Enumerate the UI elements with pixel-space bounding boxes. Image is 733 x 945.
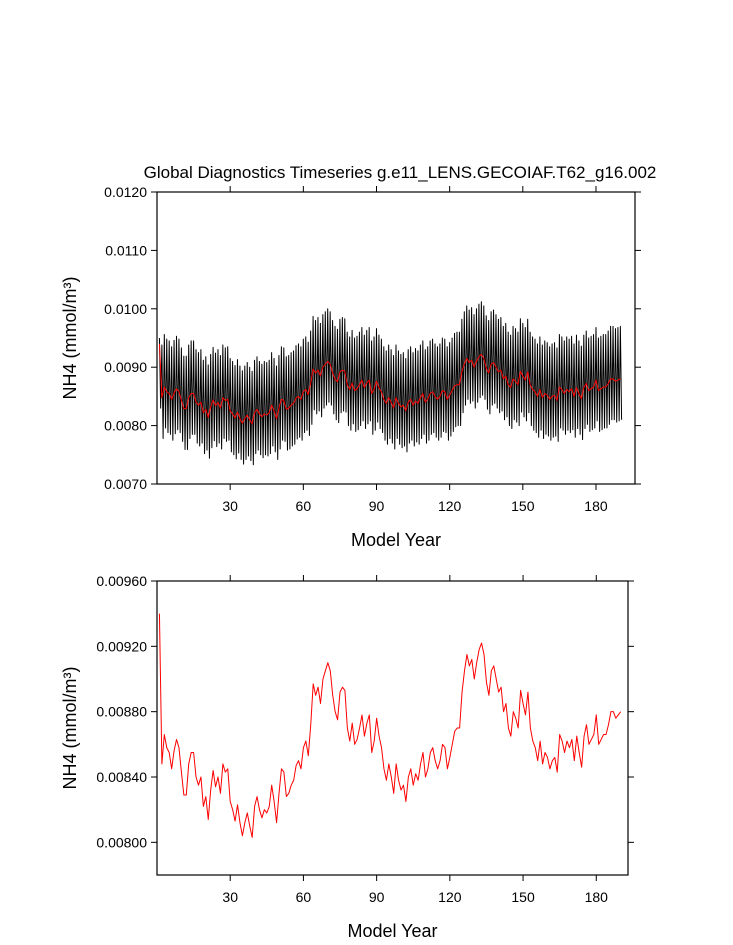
y-axis-title: NH4 (mmol/m³): [60, 277, 80, 400]
x-tick-label: 180: [585, 889, 609, 905]
plot-frame: [156, 191, 636, 485]
y-tick-label: 0.0090: [104, 359, 147, 375]
y-tick-label: 0.0080: [104, 418, 147, 434]
x-tick-label: 60: [296, 889, 312, 905]
y-tick-label: 0.0070: [104, 476, 147, 492]
x-axis-title: Model Year: [351, 530, 441, 550]
data-line: [158, 301, 623, 466]
y-tick-label: 0.00880: [96, 704, 147, 720]
x-axis-title: Model Year: [347, 921, 437, 941]
data-line: [158, 343, 621, 425]
x-tick-label: 30: [222, 889, 238, 905]
x-tick-label: 120: [438, 889, 462, 905]
y-tick-label: 0.00960: [96, 573, 147, 589]
x-tick-label: 90: [369, 498, 385, 514]
x-tick-label: 120: [438, 498, 462, 514]
x-tick-label: 150: [511, 498, 535, 514]
y-tick-label: 0.0100: [104, 301, 147, 317]
y-tick-label: 0.0120: [104, 184, 147, 200]
y-tick-label: 0.00920: [96, 638, 147, 654]
y-tick-label: 0.00840: [96, 769, 147, 785]
x-tick-label: 60: [296, 498, 312, 514]
x-tick-label: 180: [584, 498, 608, 514]
y-tick-label: 0.00800: [96, 834, 147, 850]
x-tick-label: 30: [222, 498, 238, 514]
x-tick-label: 150: [511, 889, 535, 905]
chart-title: Global Diagnostics Timeseries g.e11_LENS…: [144, 163, 657, 182]
y-tick-label: 0.0110: [105, 242, 147, 258]
x-tick-label: 90: [369, 889, 385, 905]
data-line: [158, 613, 622, 838]
y-axis-title: NH4 (mmol/m³): [60, 667, 80, 790]
plot-frame: [156, 580, 629, 876]
